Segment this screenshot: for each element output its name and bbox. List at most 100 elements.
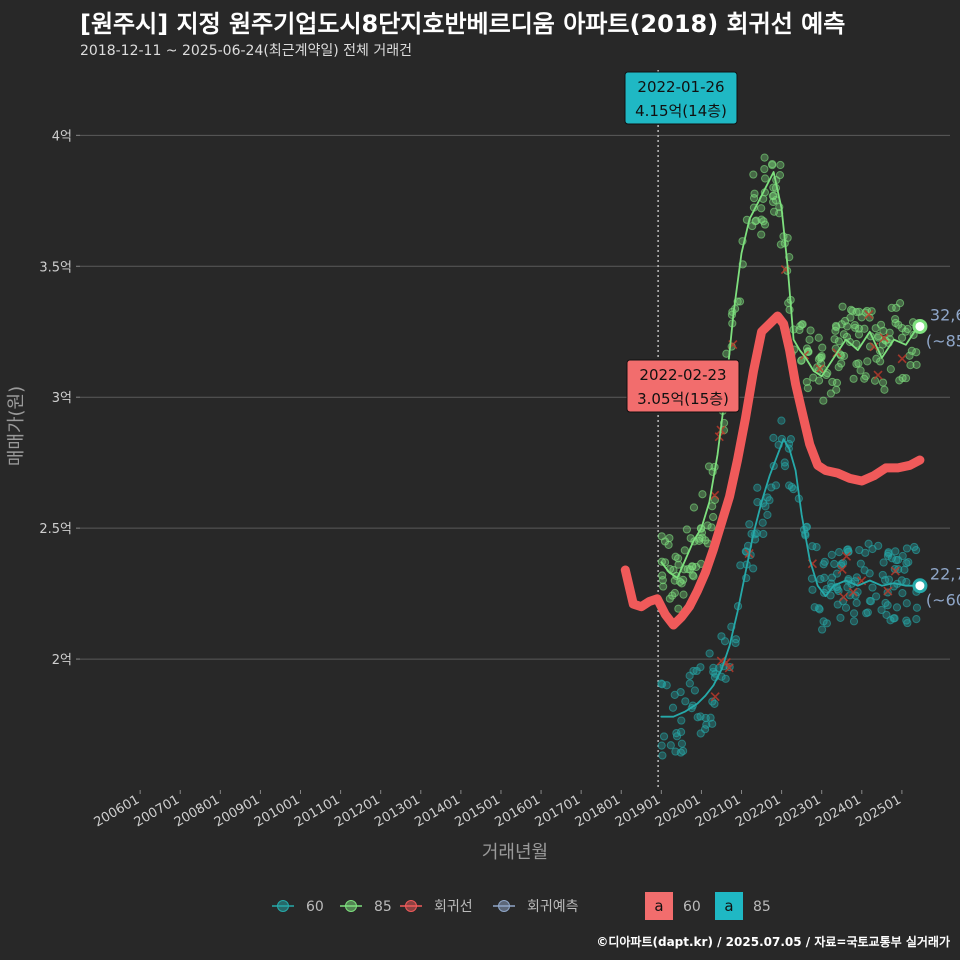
point-60 — [827, 573, 837, 582]
point-85 — [749, 170, 758, 179]
legend-label-key: a — [724, 897, 733, 915]
point-60 — [865, 596, 875, 606]
point-85 — [760, 164, 769, 174]
point-60 — [892, 603, 902, 612]
point-60 — [890, 565, 899, 574]
point-85 — [809, 373, 818, 382]
point-85 — [871, 324, 880, 333]
point-60 — [902, 544, 912, 553]
legend-label-box — [715, 892, 743, 920]
point-85 — [698, 490, 707, 499]
point-85 — [815, 353, 825, 362]
outlier-cross — [864, 309, 874, 320]
point-85 — [806, 326, 815, 335]
point-85 — [797, 356, 806, 365]
point-60 — [910, 542, 919, 552]
end-point-85 — [912, 318, 928, 334]
point-60 — [864, 539, 873, 548]
point-60 — [787, 482, 796, 492]
point-60 — [696, 663, 705, 672]
point-60 — [849, 617, 859, 626]
point-85 — [819, 396, 828, 405]
point-60 — [819, 560, 828, 569]
point-60 — [810, 603, 819, 612]
point-85 — [863, 357, 872, 366]
point-85 — [852, 359, 861, 369]
point-60 — [837, 559, 846, 569]
point-60 — [681, 697, 690, 706]
point-60 — [685, 679, 694, 688]
end-label-unit: (~60㎡) — [926, 591, 960, 610]
point-60 — [745, 520, 754, 529]
x-tick-label: 201301 — [372, 792, 422, 830]
point-60 — [767, 483, 776, 492]
point-85 — [768, 161, 777, 170]
chart-title: [원주시] 지정 원주기업도시8단지호반베르디움 아파트(2018) 회귀선 예… — [80, 10, 846, 38]
grid-lines — [80, 134, 950, 660]
point-85 — [906, 361, 915, 370]
point-60 — [721, 674, 730, 683]
point-85 — [828, 377, 837, 387]
point-60 — [818, 625, 827, 634]
x-tick-label: 202201 — [733, 792, 783, 830]
outlier-cross — [848, 587, 858, 597]
x-tick-label: 201801 — [573, 792, 623, 830]
point-60 — [659, 732, 669, 741]
legend-label: 85 — [374, 899, 392, 915]
series-lines — [620, 171, 925, 718]
point-60 — [835, 548, 844, 557]
point-60 — [708, 719, 717, 728]
point-60 — [868, 583, 877, 592]
annotation-box — [624, 71, 738, 125]
point-60 — [883, 551, 893, 561]
legend-marker — [345, 900, 357, 912]
legend-label-name: 60 — [683, 899, 701, 915]
point-60 — [701, 713, 710, 723]
line-60 — [660, 438, 919, 718]
outlier-cross — [890, 566, 900, 576]
x-tick-label: 200701 — [132, 792, 182, 830]
point-60 — [882, 610, 891, 620]
point-85 — [846, 313, 855, 322]
point-60 — [753, 483, 762, 492]
annotation-date: 2022-02-23 — [639, 366, 726, 384]
point-85 — [886, 365, 895, 374]
point-60 — [676, 687, 685, 697]
point-85 — [814, 333, 823, 342]
legend-marker — [277, 900, 289, 912]
point-60 — [880, 575, 890, 585]
point-60 — [702, 720, 711, 729]
point-60 — [902, 616, 911, 625]
point-60 — [816, 575, 825, 584]
point-85 — [709, 512, 718, 522]
outlier-cross — [837, 564, 847, 574]
point-85 — [802, 377, 811, 387]
outlier-cross — [710, 692, 720, 702]
source-caption: ©디아파트(dapt.kr) / 2025.07.05 / 자료=국토교통부 실… — [596, 935, 950, 949]
point-85 — [674, 604, 683, 613]
point-60 — [763, 510, 772, 520]
x-tick-label: 202301 — [773, 792, 823, 830]
point-85 — [860, 324, 869, 333]
point-60 — [898, 588, 907, 598]
point-60 — [717, 632, 726, 641]
end-labels: 32,647 (~85㎡) 22,775 (~60㎡) — [912, 305, 960, 610]
point-85 — [757, 204, 766, 213]
outlier-cross — [873, 370, 883, 380]
point-85 — [761, 174, 770, 183]
x-axis-label: 거래년월 — [482, 842, 548, 863]
point-60 — [863, 608, 872, 617]
x-tick-label: 201101 — [292, 792, 342, 830]
x-tick-label: 200601 — [92, 792, 142, 830]
point-60 — [856, 559, 865, 568]
point-60 — [758, 518, 767, 527]
point-85 — [776, 160, 785, 170]
point-60 — [666, 741, 675, 750]
point-60 — [763, 493, 772, 502]
point-85 — [912, 360, 921, 369]
point-60 — [777, 416, 786, 425]
point-85 — [670, 588, 679, 598]
x-tick-label: 200801 — [172, 792, 222, 830]
